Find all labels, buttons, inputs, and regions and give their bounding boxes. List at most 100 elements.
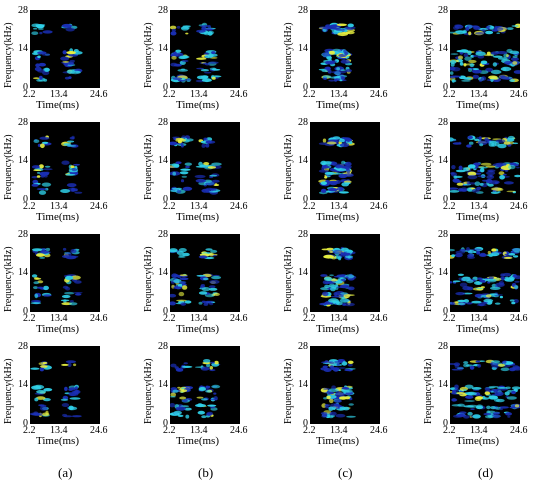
y-tick-label: 28	[18, 341, 28, 352]
spectrogram-energy-blob	[201, 287, 211, 292]
x-tick-label: 24.6	[90, 425, 108, 436]
y-axis-label: Frequency(kHz)	[3, 22, 14, 88]
spectrogram-energy-blob	[480, 60, 488, 65]
spectrogram-energy-blob	[450, 60, 457, 64]
spectrogram-energy-blob	[496, 32, 500, 34]
spectrogram-energy-blob	[204, 54, 213, 59]
spectrogram-energy-blob	[345, 276, 349, 279]
spectrogram-energy-blob	[181, 285, 188, 290]
spectrogram-energy-blob	[328, 188, 338, 192]
panel-caption: (c)	[338, 465, 353, 480]
spectrogram-energy-blob	[483, 298, 494, 303]
spectrogram-energy-blob	[456, 182, 464, 186]
spectrogram-energy-blob	[336, 274, 348, 277]
spectrogram-energy-blob	[510, 57, 519, 61]
spectrogram-energy-blob	[504, 391, 510, 396]
spectrogram-energy-blob	[473, 251, 477, 253]
spectrogram-energy-blob	[178, 291, 185, 297]
spectrogram-image	[170, 248, 222, 306]
spectrogram-energy-blob	[334, 360, 344, 364]
y-tick-label: 14	[298, 267, 308, 278]
x-axis-label: Time(ms)	[36, 211, 79, 223]
spectrogram-energy-blob	[477, 363, 482, 368]
spectrogram-energy-blob	[60, 56, 70, 61]
spectrogram-energy-blob	[516, 166, 520, 169]
x-axis-label: Time(ms)	[456, 435, 499, 447]
spectrogram-energy-blob	[506, 54, 509, 58]
spectrogram-energy-blob	[71, 255, 79, 258]
spectrogram-energy-blob	[335, 28, 346, 31]
spectrogram-energy-blob	[483, 412, 492, 416]
spectrogram-energy-blob	[479, 143, 484, 147]
spectrogram-energy-blob	[485, 179, 493, 184]
spectrogram-energy-blob	[467, 188, 473, 192]
spectrogram-energy-blob	[170, 293, 177, 298]
spectrogram-energy-blob	[196, 67, 204, 70]
spectrogram-energy-blob	[332, 249, 343, 255]
spectrogram-energy-blob	[329, 274, 334, 277]
spectrogram-image	[30, 247, 83, 306]
spectrogram-energy-blob	[451, 404, 462, 407]
spectrogram-energy-blob	[170, 31, 177, 36]
y-tick-label: 0	[303, 418, 308, 429]
spectrogram-image	[170, 135, 222, 195]
spectrogram-energy-blob	[196, 57, 207, 60]
x-axis-label: Time(ms)	[36, 99, 79, 111]
spectrogram-energy-blob	[206, 137, 213, 142]
spectrogram-energy-blob	[463, 167, 469, 172]
spectrogram-energy-blob	[66, 51, 76, 55]
spectrogram-energy-blob	[512, 55, 518, 59]
y-tick-label: 28	[298, 5, 308, 16]
spectrogram-energy-blob	[73, 363, 77, 367]
spectrogram-energy-blob	[491, 360, 500, 363]
spectrogram-energy-blob	[45, 171, 50, 174]
spectrogram-energy-blob	[203, 162, 210, 166]
spectrogram-energy-blob	[475, 360, 481, 363]
spectrogram-energy-blob	[488, 75, 498, 80]
spectrogram-energy-blob	[456, 392, 466, 395]
spectrogram-image	[450, 359, 520, 419]
spectrogram-energy-blob	[42, 361, 48, 365]
x-tick-label: 13.4	[190, 313, 208, 324]
spectrogram-energy-blob	[329, 50, 335, 55]
spectrogram-energy-blob	[38, 190, 47, 195]
spectrogram-energy-blob	[70, 165, 75, 168]
x-tick-label: 2.2	[163, 425, 176, 436]
spectrogram-energy-blob	[489, 293, 498, 296]
x-tick-label: 13.4	[190, 89, 208, 100]
spectrogram-energy-blob	[33, 281, 40, 285]
y-tick-label: 14	[298, 379, 308, 390]
y-tick-label: 28	[438, 117, 448, 128]
x-axis-label: Time(ms)	[36, 323, 79, 335]
x-tick-label: 2.2	[303, 89, 316, 100]
spectrogram-energy-blob	[466, 247, 470, 252]
spectrogram-energy-blob	[471, 300, 482, 304]
spectrogram-energy-blob	[211, 51, 216, 55]
spectrogram-energy-blob	[181, 389, 188, 392]
spectrogram-energy-blob	[214, 360, 219, 365]
spectrogram-energy-blob	[173, 410, 182, 415]
spectrogram-energy-blob	[38, 164, 44, 169]
spectrogram-energy-blob	[61, 23, 73, 28]
x-tick-label: 24.6	[90, 201, 108, 212]
spectrogram-energy-blob	[488, 276, 494, 280]
x-tick-label: 2.2	[23, 425, 36, 436]
spectrogram-energy-blob	[34, 293, 39, 299]
spectrogram-energy-blob	[472, 74, 480, 79]
spectrogram-panel	[30, 234, 100, 312]
spectrogram-energy-blob	[43, 294, 52, 297]
spectrogram-energy-blob	[31, 165, 40, 169]
spectrogram-energy-blob	[338, 173, 348, 179]
spectrogram-energy-blob	[345, 138, 353, 142]
spectrogram-energy-blob	[33, 169, 42, 171]
spectrogram-energy-blob	[205, 143, 210, 148]
spectrogram-energy-blob	[473, 26, 481, 30]
spectrogram-energy-blob	[480, 286, 485, 289]
spectrogram-energy-blob	[494, 181, 498, 184]
y-axis-label: Frequency(kHz)	[423, 358, 434, 424]
spectrogram-energy-blob	[207, 166, 217, 169]
spectrogram-energy-blob	[175, 161, 182, 165]
spectrogram-energy-blob	[467, 50, 472, 56]
spectrogram-energy-blob	[37, 55, 41, 59]
spectrogram-energy-blob	[184, 78, 192, 81]
